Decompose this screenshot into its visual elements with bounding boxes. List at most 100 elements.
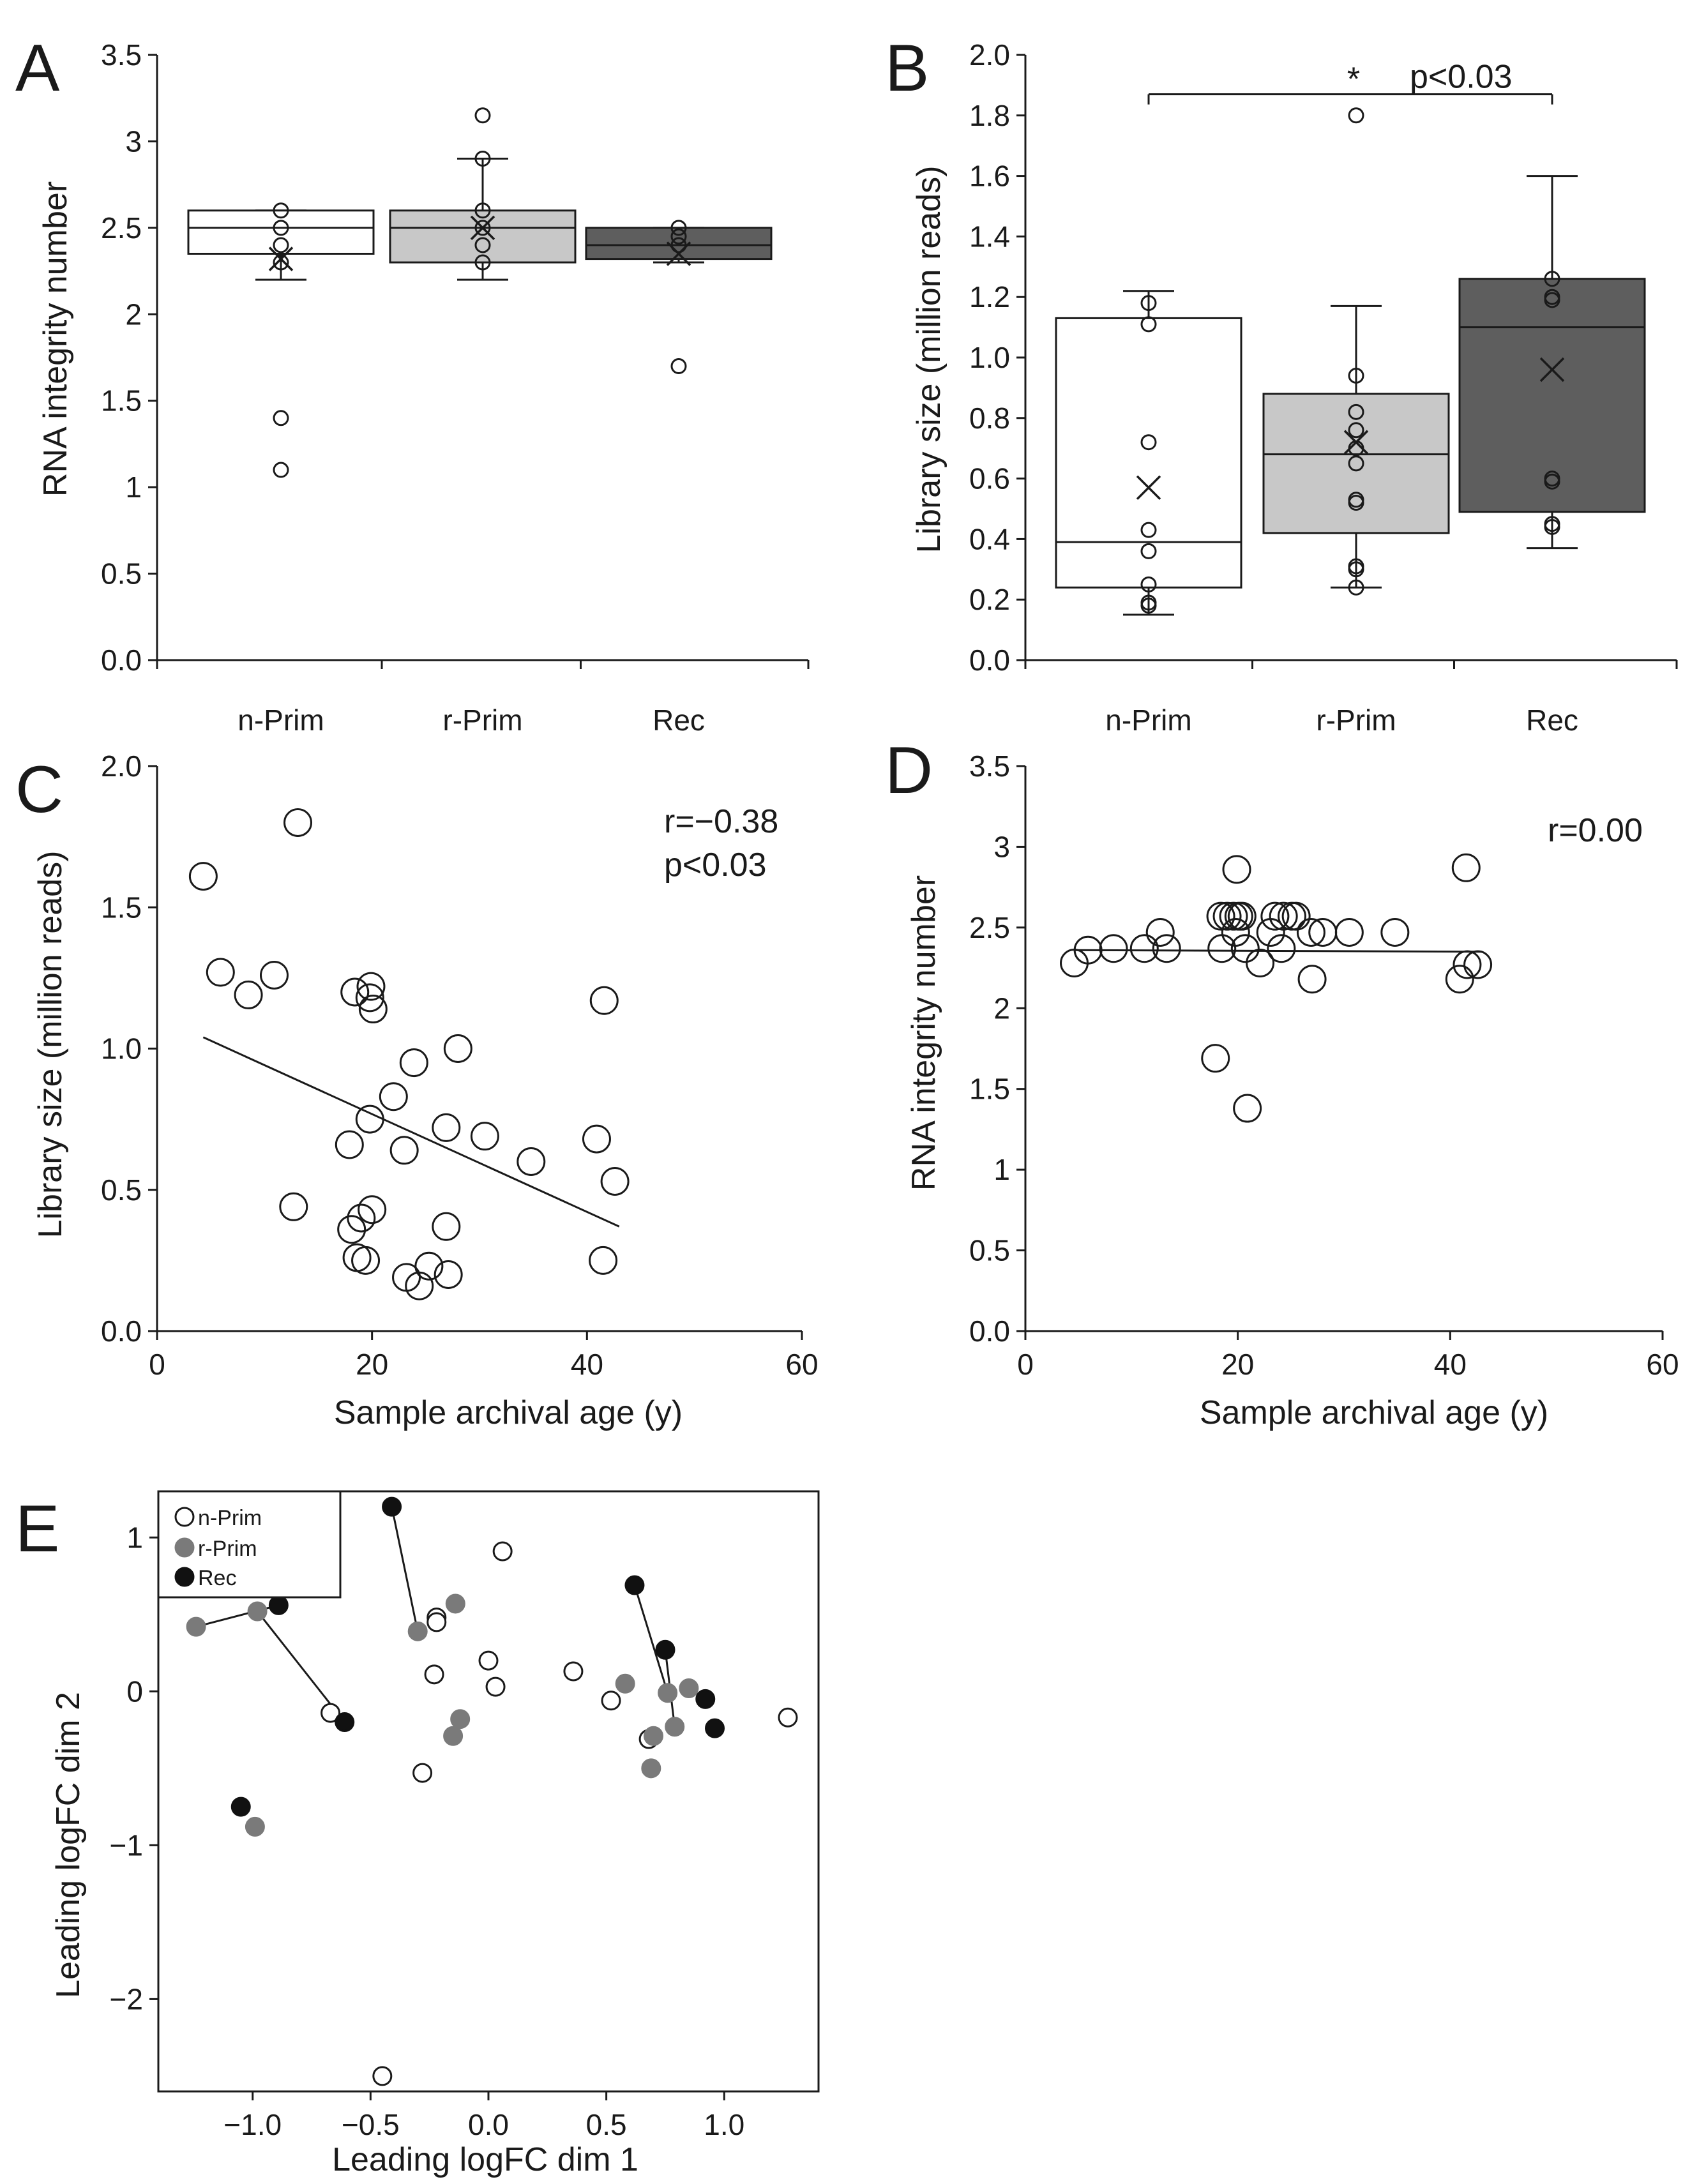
data-point bbox=[259, 960, 289, 990]
panel-label-e: E bbox=[15, 1492, 59, 1566]
point-rec bbox=[230, 1796, 251, 1817]
data-point bbox=[1451, 853, 1481, 882]
data-point bbox=[273, 202, 289, 219]
panel-label-b: B bbox=[885, 31, 929, 105]
point-n-prim bbox=[492, 1541, 513, 1562]
y-tick-label: 0.5 bbox=[969, 1234, 1010, 1267]
category-label: Rec bbox=[653, 704, 705, 737]
point-n-prim bbox=[778, 1707, 798, 1728]
data-point bbox=[347, 1203, 376, 1233]
data-point bbox=[1281, 901, 1311, 931]
x-tick-label: 0.0 bbox=[468, 2108, 509, 2141]
y-tick-label: 2.0 bbox=[101, 749, 142, 783]
y-tick-label: 1.2 bbox=[969, 280, 1010, 313]
panel-d-y-axis-title: RNA integrity number bbox=[905, 875, 942, 1191]
data-point bbox=[1308, 917, 1338, 947]
data-point bbox=[1140, 543, 1157, 559]
y-tick-label: −1 bbox=[110, 1828, 143, 1862]
panel-b-significance-bracket: * p<0.03 bbox=[1147, 59, 1553, 105]
data-point bbox=[470, 1122, 499, 1151]
point-r-prim bbox=[679, 1678, 699, 1699]
data-point bbox=[1348, 367, 1364, 384]
category-label: n-Prim bbox=[238, 704, 324, 737]
y-tick-label: 0.5 bbox=[101, 557, 142, 591]
point-n-prim bbox=[412, 1763, 433, 1783]
y-tick-label: 3.5 bbox=[101, 38, 142, 72]
data-point bbox=[1348, 455, 1364, 472]
y-tick-label: 0.0 bbox=[969, 644, 1010, 677]
panel-e-x-axis: −1.0 −0.5 0.0 0.5 1.0 bbox=[223, 2091, 744, 2141]
data-point bbox=[1129, 934, 1159, 963]
point-n-prim bbox=[563, 1661, 584, 1682]
y-tick-label: 0.5 bbox=[101, 1173, 142, 1207]
data-point bbox=[1544, 518, 1560, 535]
data-point bbox=[1348, 561, 1364, 578]
y-tick-label: 1.0 bbox=[969, 341, 1010, 374]
data-point bbox=[206, 958, 235, 987]
x-tick-label: −1.0 bbox=[223, 2108, 282, 2141]
data-point bbox=[1201, 1044, 1230, 1073]
point-n-prim bbox=[478, 1650, 499, 1671]
panel-c-y-axis-title: Library size (million reads) bbox=[32, 851, 69, 1239]
data-point bbox=[342, 1243, 372, 1272]
box-n-prim bbox=[1055, 317, 1242, 589]
data-point bbox=[1334, 917, 1364, 947]
data-point bbox=[1227, 901, 1257, 931]
data-point bbox=[1246, 948, 1275, 977]
box-rec bbox=[1458, 278, 1646, 513]
point-n-prim bbox=[601, 1691, 621, 1711]
panel-e-legend: n-Prim r-Prim Rec bbox=[157, 1490, 342, 1599]
data-point bbox=[474, 254, 491, 271]
data-point bbox=[670, 220, 687, 236]
legend-label-r-prim: r-Prim bbox=[198, 1537, 257, 1561]
data-point bbox=[358, 995, 388, 1024]
x-tick-label: 0 bbox=[149, 1348, 165, 1381]
pair-connector bbox=[391, 1506, 419, 1632]
panel-c-correlation-r: r=−0.38 bbox=[664, 803, 778, 840]
y-tick-label: 3.5 bbox=[969, 749, 1010, 783]
y-tick-label: 0 bbox=[126, 1675, 143, 1708]
point-rec bbox=[382, 1496, 402, 1517]
panel-e-mds-plot: E 1 0 −1 −2 −1.0 −0.5 0.0 0.5 1.0 n-Prim r-Prim… bbox=[15, 1490, 820, 2178]
point-n-prim bbox=[485, 1676, 506, 1697]
panel-label-a: A bbox=[15, 31, 60, 105]
legend-swatch-rec bbox=[174, 1567, 195, 1587]
data-point bbox=[1206, 901, 1235, 931]
data-point bbox=[1140, 295, 1157, 312]
panel-c-marks bbox=[188, 808, 630, 1300]
panel-c-x-axis-title: Sample archival age (y) bbox=[334, 1394, 683, 1431]
point-r-prim bbox=[245, 1816, 265, 1837]
data-point bbox=[443, 1034, 472, 1063]
data-point bbox=[670, 237, 687, 253]
y-tick-label: 0.2 bbox=[969, 583, 1010, 616]
point-n-prim bbox=[424, 1664, 444, 1685]
data-point bbox=[1267, 934, 1296, 963]
data-point bbox=[1380, 917, 1410, 947]
y-tick-label: 2.5 bbox=[101, 211, 142, 245]
panel-label-c: C bbox=[15, 753, 63, 827]
data-point bbox=[1145, 917, 1175, 947]
data-point bbox=[1140, 576, 1157, 592]
panel-e-y-axis: 1 0 −1 −2 bbox=[110, 1521, 158, 2015]
data-point bbox=[474, 220, 491, 236]
y-tick-label: 1.5 bbox=[101, 891, 142, 924]
regression-line bbox=[202, 1036, 620, 1228]
data-point bbox=[414, 1251, 444, 1281]
panel-b-x-categories: n-Prim r-Prim Rec bbox=[1105, 704, 1578, 737]
data-point bbox=[273, 254, 289, 271]
data-point bbox=[273, 237, 289, 253]
data-point bbox=[474, 202, 491, 219]
data-point bbox=[273, 220, 289, 236]
y-tick-label: 0.6 bbox=[969, 462, 1010, 495]
point-r-prim bbox=[658, 1683, 678, 1703]
y-tick-label: 1.8 bbox=[969, 99, 1010, 132]
x-tick-label: 20 bbox=[1221, 1348, 1254, 1381]
data-point bbox=[1348, 422, 1364, 439]
data-point bbox=[582, 1124, 611, 1154]
panel-e-marks bbox=[186, 1496, 798, 2086]
data-point bbox=[355, 983, 384, 1013]
data-point bbox=[234, 980, 263, 1009]
y-tick-label: 3 bbox=[993, 830, 1010, 863]
panel-d-x-axis: 0 20 40 60 bbox=[1017, 1330, 1679, 1381]
y-tick-label: 1.4 bbox=[969, 220, 1010, 253]
